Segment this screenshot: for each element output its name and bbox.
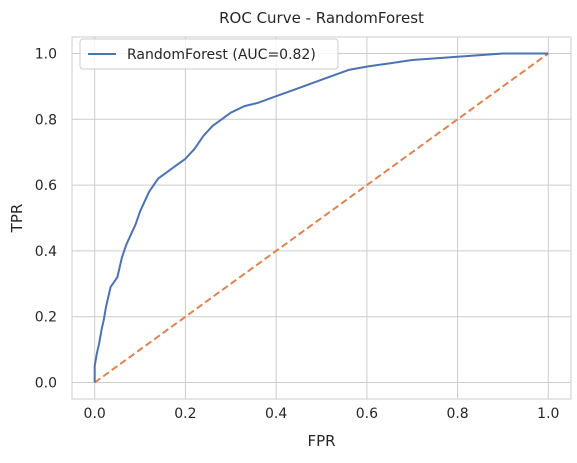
- y-tick-label: 0.6: [35, 178, 57, 194]
- chance-line: [94, 52, 549, 384]
- legend: RandomForest (AUC=0.82): [79, 38, 339, 70]
- legend-label: RandomForest (AUC=0.82): [127, 47, 316, 63]
- x-tick-label: 0.4: [265, 406, 287, 422]
- y-tick-label: 0.2: [35, 310, 57, 326]
- legend-box: [79, 38, 339, 70]
- series-layer: [93, 52, 549, 384]
- chart-title: ROC Curve - RandomForest: [219, 9, 424, 27]
- y-axis-label: TPR: [8, 204, 26, 234]
- y-tick-label: 0.8: [35, 112, 57, 128]
- x-tick-label: 0.0: [84, 406, 106, 422]
- x-tick-label: 0.8: [446, 406, 468, 422]
- x-tick-label: 0.6: [356, 406, 378, 422]
- x-tick-label: 0.2: [174, 406, 196, 422]
- y-tick-label: 0.4: [35, 244, 57, 260]
- tick-labels: 0.0 0.2 0.4 0.6 0.8 1.0 0.0 0.2 0.4 0.6 0.8 1.0: [35, 46, 560, 422]
- plot-frame: [71, 36, 572, 400]
- y-tick-label: 1.0: [35, 46, 57, 62]
- x-tick-label: 1.0: [537, 406, 559, 422]
- roc-curve-line: [93, 52, 549, 383]
- grid: [72, 37, 571, 399]
- y-tick-label: 0.0: [35, 376, 57, 392]
- x-axis-label: FPR: [307, 432, 335, 450]
